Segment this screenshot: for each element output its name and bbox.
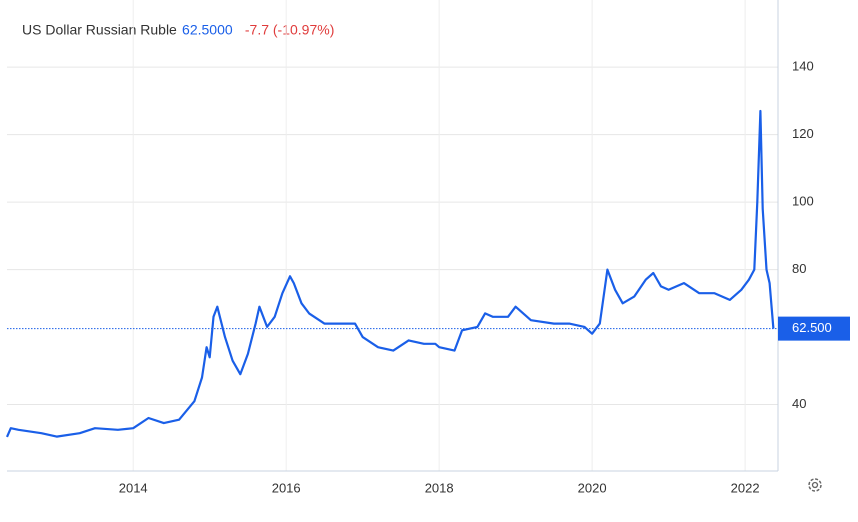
x-tick-label: 2020 bbox=[578, 480, 607, 495]
price-line bbox=[5, 109, 775, 438]
x-tick-label: 2022 bbox=[731, 480, 760, 495]
chart-title: US Dollar Russian Ruble bbox=[22, 22, 177, 38]
y-tick-label: 120 bbox=[792, 126, 814, 141]
x-tick-label: 2014 bbox=[119, 480, 148, 495]
y-tick-label: 80 bbox=[792, 261, 806, 276]
y-tick-label: 100 bbox=[792, 194, 814, 209]
price: 62.5000 bbox=[182, 22, 233, 38]
last-price-box bbox=[778, 316, 850, 341]
x-tick-label: 2016 bbox=[272, 480, 301, 495]
y-tick-label: 40 bbox=[792, 396, 806, 411]
x-tick-label: 2018 bbox=[425, 480, 454, 495]
settings-icon[interactable] bbox=[808, 478, 822, 492]
last-price-label: 62.500 bbox=[792, 320, 832, 335]
change: -7.7 (-10.97%) bbox=[245, 22, 334, 38]
y-tick-label: 140 bbox=[792, 59, 814, 74]
